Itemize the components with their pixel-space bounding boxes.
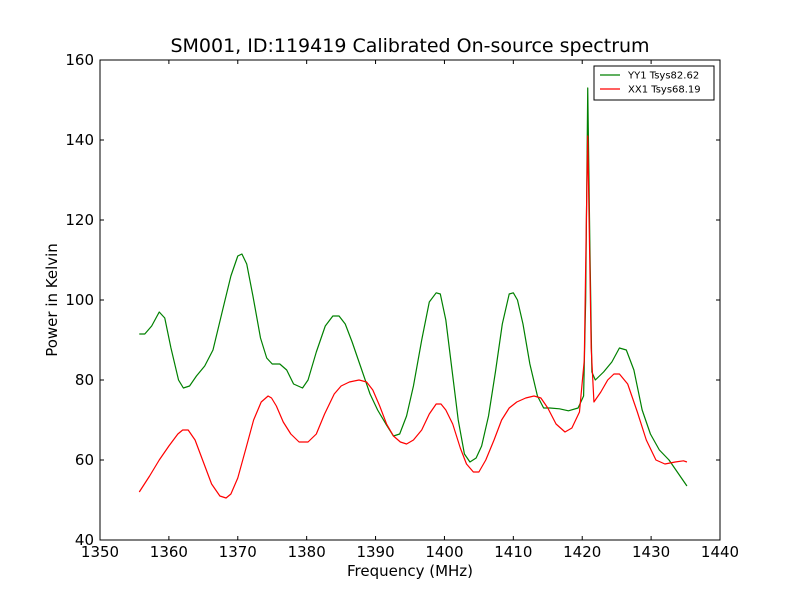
x-tick-label: 1410 (494, 543, 532, 561)
series-layer (138, 87, 688, 499)
y-tick-label: 140 (65, 131, 94, 149)
x-tick-label: 1430 (632, 543, 670, 561)
axis-ticks: 1350 1360 1370 1380 1390 1400 1410 1420 1430 1440… (65, 51, 739, 561)
legend: YY1 Tsys82.62 XX1 Tsys68.19 (593, 65, 715, 101)
legend-label-0: YY1 Tsys82.62 (627, 71, 699, 82)
x-tick-label: 1420 (563, 543, 601, 561)
plot-frame (99, 59, 721, 541)
legend-box (593, 65, 715, 101)
y-axis-label: Power in Kelvin (43, 243, 61, 357)
y-tick-label: 100 (65, 291, 94, 309)
y-tick-label: 40 (75, 531, 94, 549)
plot-area (100, 60, 720, 540)
legend-label-1: XX1 Tsys68.19 (628, 85, 701, 96)
x-tick-label: 1400 (425, 543, 463, 561)
x-tick-label: 1390 (356, 543, 394, 561)
x-axis-label: Frequency (MHz) (347, 562, 473, 580)
x-tick-label: 1440 (701, 543, 739, 561)
chart-title: SM001, ID:119419 Calibrated On-source sp… (170, 35, 649, 57)
y-tick-label: 120 (65, 211, 94, 229)
x-tick-label: 1370 (219, 543, 257, 561)
x-tick-label: 1360 (150, 543, 188, 561)
y-tick-label: 60 (75, 451, 94, 469)
series-line-1 (138, 135, 688, 499)
x-tick-label: 1380 (288, 543, 326, 561)
y-tick-label: 80 (75, 371, 94, 389)
y-tick-label: 160 (65, 51, 94, 69)
x-tick-label: 1350 (81, 543, 119, 561)
